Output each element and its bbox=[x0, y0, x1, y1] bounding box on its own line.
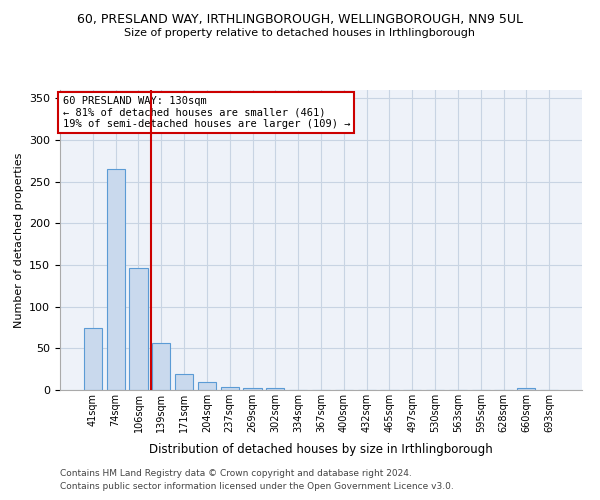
Bar bbox=[517, 388, 535, 390]
Text: Distribution of detached houses by size in Irthlingborough: Distribution of detached houses by size … bbox=[149, 442, 493, 456]
Bar bbox=[266, 388, 284, 390]
Bar bbox=[175, 374, 193, 390]
Bar bbox=[152, 342, 170, 390]
Bar bbox=[130, 268, 148, 390]
Bar bbox=[244, 388, 262, 390]
Text: Contains HM Land Registry data © Crown copyright and database right 2024.: Contains HM Land Registry data © Crown c… bbox=[60, 468, 412, 477]
Bar bbox=[107, 169, 125, 390]
Text: Contains public sector information licensed under the Open Government Licence v3: Contains public sector information licen… bbox=[60, 482, 454, 491]
Y-axis label: Number of detached properties: Number of detached properties bbox=[14, 152, 23, 328]
Text: 60 PRESLAND WAY: 130sqm
← 81% of detached houses are smaller (461)
19% of semi-d: 60 PRESLAND WAY: 130sqm ← 81% of detache… bbox=[62, 96, 350, 129]
Text: 60, PRESLAND WAY, IRTHLINGBOROUGH, WELLINGBOROUGH, NN9 5UL: 60, PRESLAND WAY, IRTHLINGBOROUGH, WELLI… bbox=[77, 12, 523, 26]
Bar bbox=[198, 382, 216, 390]
Bar bbox=[84, 328, 102, 390]
Text: Size of property relative to detached houses in Irthlingborough: Size of property relative to detached ho… bbox=[125, 28, 476, 38]
Bar bbox=[221, 386, 239, 390]
